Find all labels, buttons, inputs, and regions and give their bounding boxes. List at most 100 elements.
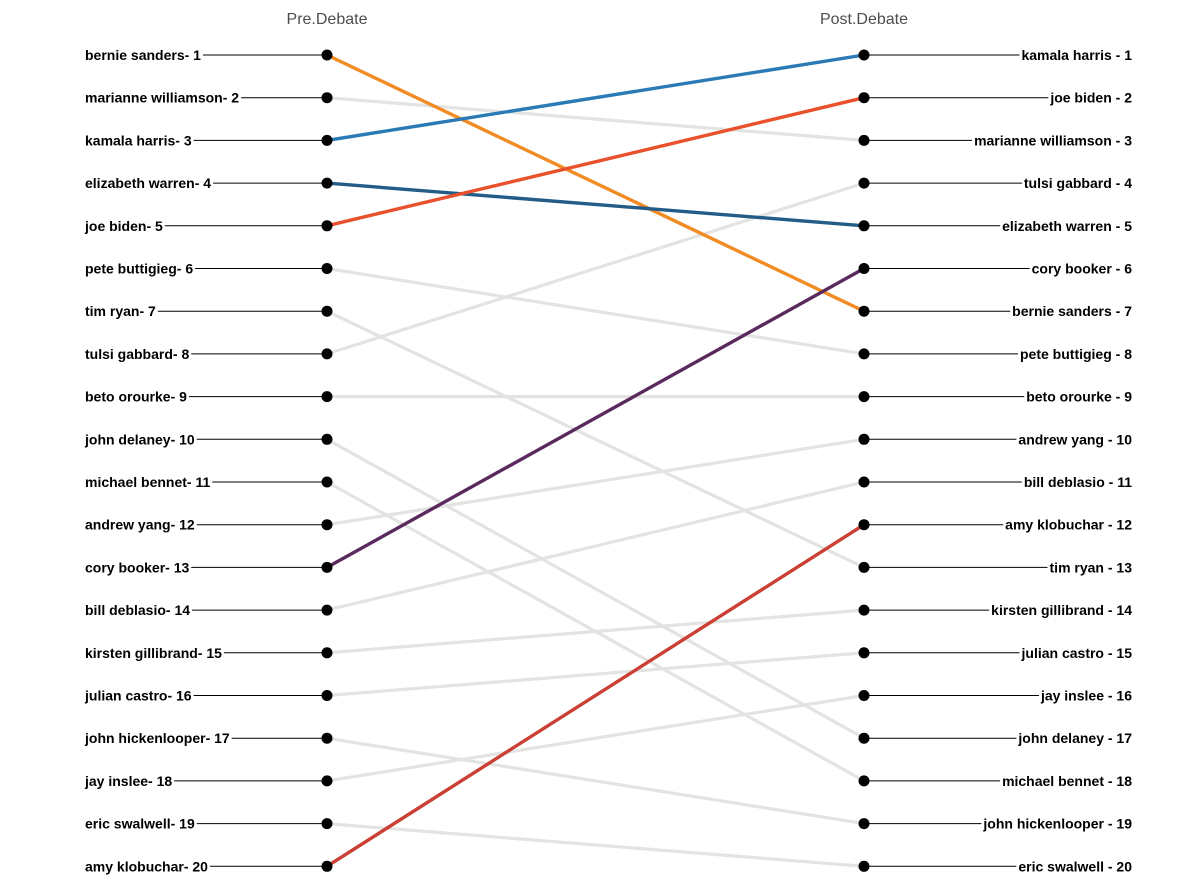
slope-line-kirsten-gillibrand bbox=[325, 608, 866, 655]
pre-label-11: michael bennet- 11 bbox=[85, 474, 210, 490]
post-point-kirsten-gillibrand bbox=[858, 604, 870, 616]
pre-point-kamala-harris bbox=[321, 134, 333, 146]
pre-label-8: tulsi gabbard- 8 bbox=[85, 346, 189, 362]
pre-label-16: julian castro- 16 bbox=[84, 688, 192, 704]
pre-label-3: kamala harris- 3 bbox=[85, 132, 192, 148]
pre-label-17: john hickenlooper- 17 bbox=[84, 730, 230, 746]
post-point-pete-buttigieg bbox=[858, 348, 870, 360]
pre-label-9: beto orourke- 9 bbox=[85, 389, 187, 405]
pre-point-beto-orourke bbox=[321, 391, 333, 403]
pre-point-marianne-williamson bbox=[321, 92, 333, 104]
post-point-jay-inslee bbox=[858, 690, 870, 701]
pre-point-pete-buttigieg bbox=[321, 263, 333, 274]
post-point-michael-bennet bbox=[858, 775, 870, 787]
post-label-18: michael bennet - 18 bbox=[1002, 773, 1132, 789]
pre-label-10: john delaney- 10 bbox=[84, 431, 195, 447]
pre-label-6: pete buttigieg- 6 bbox=[85, 261, 193, 277]
pre-point-john-delaney bbox=[321, 433, 333, 445]
pre-point-julian-castro bbox=[321, 690, 333, 701]
post-label-3: marianne williamson - 3 bbox=[974, 132, 1132, 148]
pre-label-5: joe biden- 5 bbox=[84, 218, 163, 234]
post-point-amy-klobuchar bbox=[858, 519, 870, 531]
post-label-19: john hickenlooper - 19 bbox=[982, 816, 1132, 832]
candidate-labels: bernie sanders- 1 marianne williamson- 2 k… bbox=[84, 47, 1132, 874]
pre-point-tulsi-gabbard bbox=[321, 348, 333, 360]
pre-point-eric-swalwell bbox=[321, 818, 333, 830]
post-label-9: beto orourke - 9 bbox=[1026, 389, 1132, 405]
pre-label-18: jay inslee- 18 bbox=[84, 773, 172, 789]
pre-point-bernie-sanders bbox=[321, 49, 333, 61]
slope-lines bbox=[325, 53, 866, 868]
pre-label-20: amy klobuchar- 20 bbox=[85, 858, 208, 874]
pre-label-7: tim ryan- 7 bbox=[85, 303, 156, 319]
pre-label-12: andrew yang- 12 bbox=[85, 517, 195, 533]
slope-line-bill-deblasio bbox=[325, 480, 866, 612]
pre-label-15: kirsten gillibrand- 15 bbox=[85, 645, 222, 661]
post-label-12: amy klobuchar - 12 bbox=[1005, 517, 1132, 533]
post-point-bernie-sanders bbox=[858, 305, 870, 317]
slope-line-andrew-yang bbox=[325, 437, 866, 527]
post-label-11: bill deblasio - 11 bbox=[1024, 474, 1132, 490]
post-point-joe-biden bbox=[858, 92, 870, 104]
slope-line-jay-inslee bbox=[325, 693, 866, 783]
slope-line-eric-swalwell bbox=[325, 821, 866, 868]
post-label-13: tim ryan - 13 bbox=[1050, 559, 1133, 575]
pre-point-amy-klobuchar bbox=[321, 860, 333, 872]
rank-points bbox=[321, 49, 870, 872]
slope-line-kamala-harris bbox=[325, 53, 866, 143]
pre-label-13: cory booker- 13 bbox=[85, 559, 189, 575]
post-point-kamala-harris bbox=[858, 49, 870, 61]
post-label-17: john delaney - 17 bbox=[1017, 730, 1132, 746]
slope-line-john-hickenlooper bbox=[325, 736, 866, 826]
slope-line-john-delaney bbox=[325, 437, 866, 740]
post-label-14: kirsten gillibrand - 14 bbox=[991, 602, 1132, 618]
post-point-marianne-williamson bbox=[858, 134, 870, 146]
post-point-beto-orourke bbox=[858, 391, 870, 403]
slope-line-joe-biden bbox=[325, 95, 866, 228]
post-label-2: joe biden - 2 bbox=[1049, 90, 1132, 106]
pre-point-elizabeth-warren bbox=[321, 177, 333, 189]
post-label-10: andrew yang - 10 bbox=[1018, 431, 1132, 447]
post-debate-title: Post.Debate bbox=[820, 11, 908, 28]
post-label-16: jay inslee - 16 bbox=[1040, 688, 1132, 704]
post-point-elizabeth-warren bbox=[858, 220, 870, 232]
pre-label-1: bernie sanders- 1 bbox=[85, 47, 201, 63]
post-point-cory-booker bbox=[858, 263, 870, 274]
post-label-15: julian castro - 15 bbox=[1021, 645, 1133, 661]
pre-point-bill-deblasio bbox=[321, 604, 333, 616]
post-point-bill-deblasio bbox=[858, 476, 870, 488]
post-point-john-hickenlooper bbox=[858, 818, 870, 830]
post-point-julian-castro bbox=[858, 647, 870, 659]
pre-debate-title: Pre.Debate bbox=[287, 11, 368, 28]
slope-line-tim-ryan bbox=[325, 309, 866, 570]
post-point-andrew-yang bbox=[858, 433, 870, 445]
pre-point-cory-booker bbox=[321, 561, 333, 573]
slope-line-amy-klobuchar bbox=[325, 523, 866, 868]
post-point-john-delaney bbox=[858, 732, 870, 744]
slope-line-tulsi-gabbard bbox=[325, 181, 866, 356]
post-point-eric-swalwell bbox=[858, 860, 870, 872]
pre-point-michael-bennet bbox=[321, 476, 333, 488]
pre-label-14: bill deblasio- 14 bbox=[85, 602, 190, 618]
slope-line-marianne-williamson bbox=[325, 96, 866, 142]
pre-label-19: eric swalwell- 19 bbox=[85, 816, 195, 832]
pre-point-andrew-yang bbox=[321, 519, 333, 531]
slope-line-pete-buttigieg bbox=[325, 266, 866, 356]
post-label-7: bernie sanders - 7 bbox=[1012, 303, 1132, 319]
leader-lines bbox=[157, 54, 1049, 867]
pre-point-tim-ryan bbox=[321, 305, 333, 317]
pre-label-2: marianne williamson- 2 bbox=[85, 90, 239, 106]
post-label-4: tulsi gabbard - 4 bbox=[1024, 175, 1132, 191]
post-label-1: kamala harris - 1 bbox=[1021, 47, 1132, 63]
pre-point-john-hickenlooper bbox=[321, 732, 333, 744]
slope-line-elizabeth-warren bbox=[325, 181, 866, 228]
post-label-6: cory booker - 6 bbox=[1032, 261, 1133, 277]
pre-label-4: elizabeth warren- 4 bbox=[85, 175, 211, 191]
post-label-8: pete buttigieg - 8 bbox=[1020, 346, 1132, 362]
pre-point-jay-inslee bbox=[321, 775, 333, 787]
post-point-tim-ryan bbox=[858, 561, 870, 573]
post-point-tulsi-gabbard bbox=[858, 177, 870, 189]
slope-line-julian-castro bbox=[325, 651, 866, 698]
slope-line-cory-booker bbox=[325, 266, 866, 570]
